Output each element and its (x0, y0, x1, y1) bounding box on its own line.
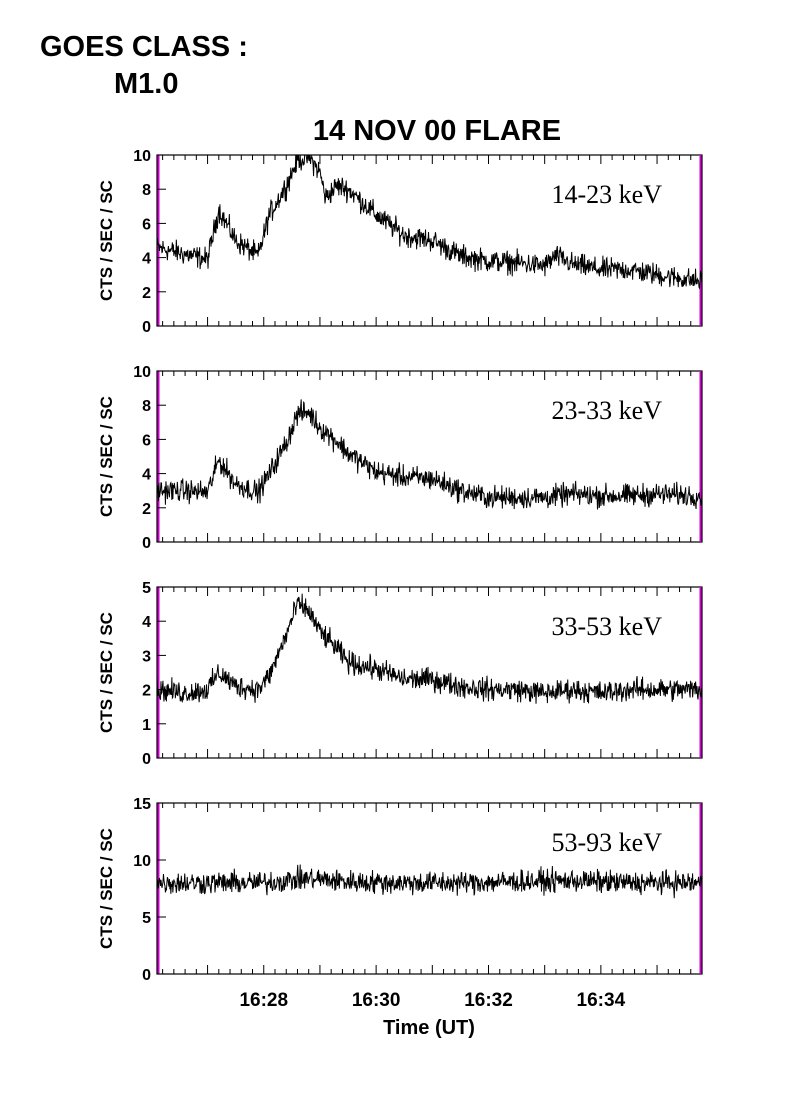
panel-3: 0 1 2 3 4 5 CTS / SEC / SC 33-53 keV (97, 580, 703, 768)
y-tick-label: 10 (133, 364, 151, 381)
y-axis-label: CTS / SEC / SC (97, 612, 116, 733)
y-tick-label: 0 (142, 319, 151, 336)
chart-title: 14 NOV 00 FLARE (313, 115, 561, 147)
y-tick-label: 6 (142, 432, 151, 449)
y-tick-label: 4 (142, 614, 151, 631)
y-tick-label: 10 (133, 148, 151, 165)
y-tick-label: 2 (142, 501, 151, 518)
y-tick-label: 2 (142, 683, 151, 700)
panel-frame (156, 370, 703, 543)
light-curve (156, 154, 703, 290)
y-tick-label: 10 (133, 853, 151, 870)
y-tick-label: 8 (142, 398, 151, 415)
x-tick-label: 16:32 (464, 990, 513, 1011)
y-axis-label: CTS / SEC / SC (97, 180, 116, 301)
panel-2: 0 2 4 6 8 10 CTS / SEC / SC 23-33 keV (97, 364, 703, 552)
y-tick-label: 6 (142, 216, 151, 233)
light-curve (156, 593, 703, 704)
y-axis-label: CTS / SEC / SC (97, 828, 116, 949)
x-tick-label: 16:30 (352, 990, 401, 1011)
light-curve (156, 399, 703, 511)
y-tick-label: 0 (142, 751, 151, 768)
y-tick-label: 1 (142, 717, 151, 734)
energy-band-label: 14-23 keV (552, 180, 663, 209)
panel-4: 0 5 10 15 CTS / SEC / SC 53-93 keV (97, 796, 703, 984)
energy-band-label: 23-33 keV (552, 396, 663, 425)
y-tick-label: 0 (142, 535, 151, 552)
energy-band-label: 33-53 keV (552, 612, 663, 641)
panel-frame (156, 586, 703, 759)
y-tick-label: 15 (133, 796, 151, 813)
x-axis: 16:28 16:30 16:32 16:34 (239, 990, 625, 1011)
y-tick-label: 4 (142, 467, 151, 484)
x-axis-label: Time (UT) (383, 1017, 475, 1039)
goes-class-value: M1.0 (114, 68, 178, 100)
y-axis-label: CTS / SEC / SC (97, 396, 116, 517)
goes-class-label: GOES CLASS : (40, 31, 248, 63)
y-tick-label: 5 (142, 580, 151, 597)
x-tick-label: 16:28 (239, 990, 288, 1011)
light-curve (156, 864, 703, 899)
panel-1: 0 2 4 6 8 10 CTS / SEC / SC 14-23 keV (97, 148, 703, 336)
x-tick-label: 16:34 (577, 990, 626, 1011)
y-tick-label: 2 (142, 285, 151, 302)
energy-band-label: 53-93 keV (552, 828, 663, 857)
y-tick-label: 8 (142, 182, 151, 199)
y-tick-label: 0 (142, 967, 151, 984)
y-tick-label: 4 (142, 251, 151, 268)
y-tick-label: 3 (142, 648, 151, 665)
y-tick-label: 5 (142, 910, 151, 927)
